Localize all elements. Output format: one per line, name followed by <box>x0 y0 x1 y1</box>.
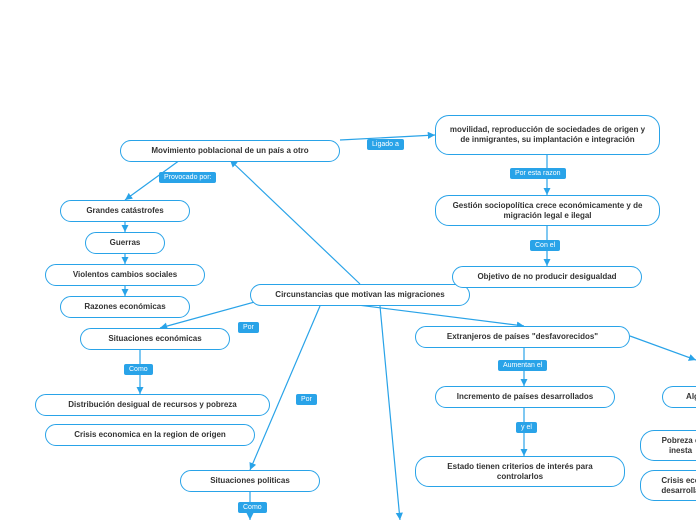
node-alg: Alg <box>662 386 696 408</box>
edgelabel-por2: Por <box>296 394 317 405</box>
edgelabel-yel: y el <box>516 422 537 433</box>
node-razones: Razones económicas <box>60 296 190 318</box>
edgelabel-como2: Como <box>238 502 267 513</box>
node-violentos: Violentos cambios sociales <box>45 264 205 286</box>
edgelabel-como1: Como <box>124 364 153 375</box>
node-mov: Movimiento poblacional de un país a otro <box>120 140 340 162</box>
node-situeco: Situaciones económicas <box>80 328 230 350</box>
node-distr: Distribución desigual de recursos y pobr… <box>35 394 270 416</box>
node-crisiseco: Crisis eco desarrolla <box>640 470 696 501</box>
node-movilidad: movilidad, reproducción de sociedades de… <box>435 115 660 155</box>
edgelabel-porrazon: Por esta razon <box>510 168 566 179</box>
node-catastrofes: Grandes catástrofes <box>60 200 190 222</box>
node-estado: Estado tienen criterios de interés para … <box>415 456 625 487</box>
edgelabel-por1: Por <box>238 322 259 333</box>
edgelabel-conel: Con el <box>530 240 560 251</box>
node-extranjeros: Extranjeros de países "desfavorecidos" <box>415 326 630 348</box>
node-situpol: Situaciones politicas <box>180 470 320 492</box>
node-objetivo: Objetivo de no producir desigualdad <box>452 266 642 288</box>
node-pobreza: Pobreza e inesta <box>640 430 696 461</box>
node-crisis: Crisis economica en la region de origen <box>45 424 255 446</box>
node-incremento: Incremento de países desarrollados <box>435 386 615 408</box>
node-gestion: Gestión sociopolítica crece económicamen… <box>435 195 660 226</box>
edgelabel-ligado: Ligado a <box>367 139 404 150</box>
edgelabel-provocado: Provocado por: <box>159 172 216 183</box>
node-guerras: Guerras <box>85 232 165 254</box>
node-root: Circunstancias que motivan las migracion… <box>250 284 470 306</box>
edgelabel-aumentan: Aumentan el <box>498 360 547 371</box>
